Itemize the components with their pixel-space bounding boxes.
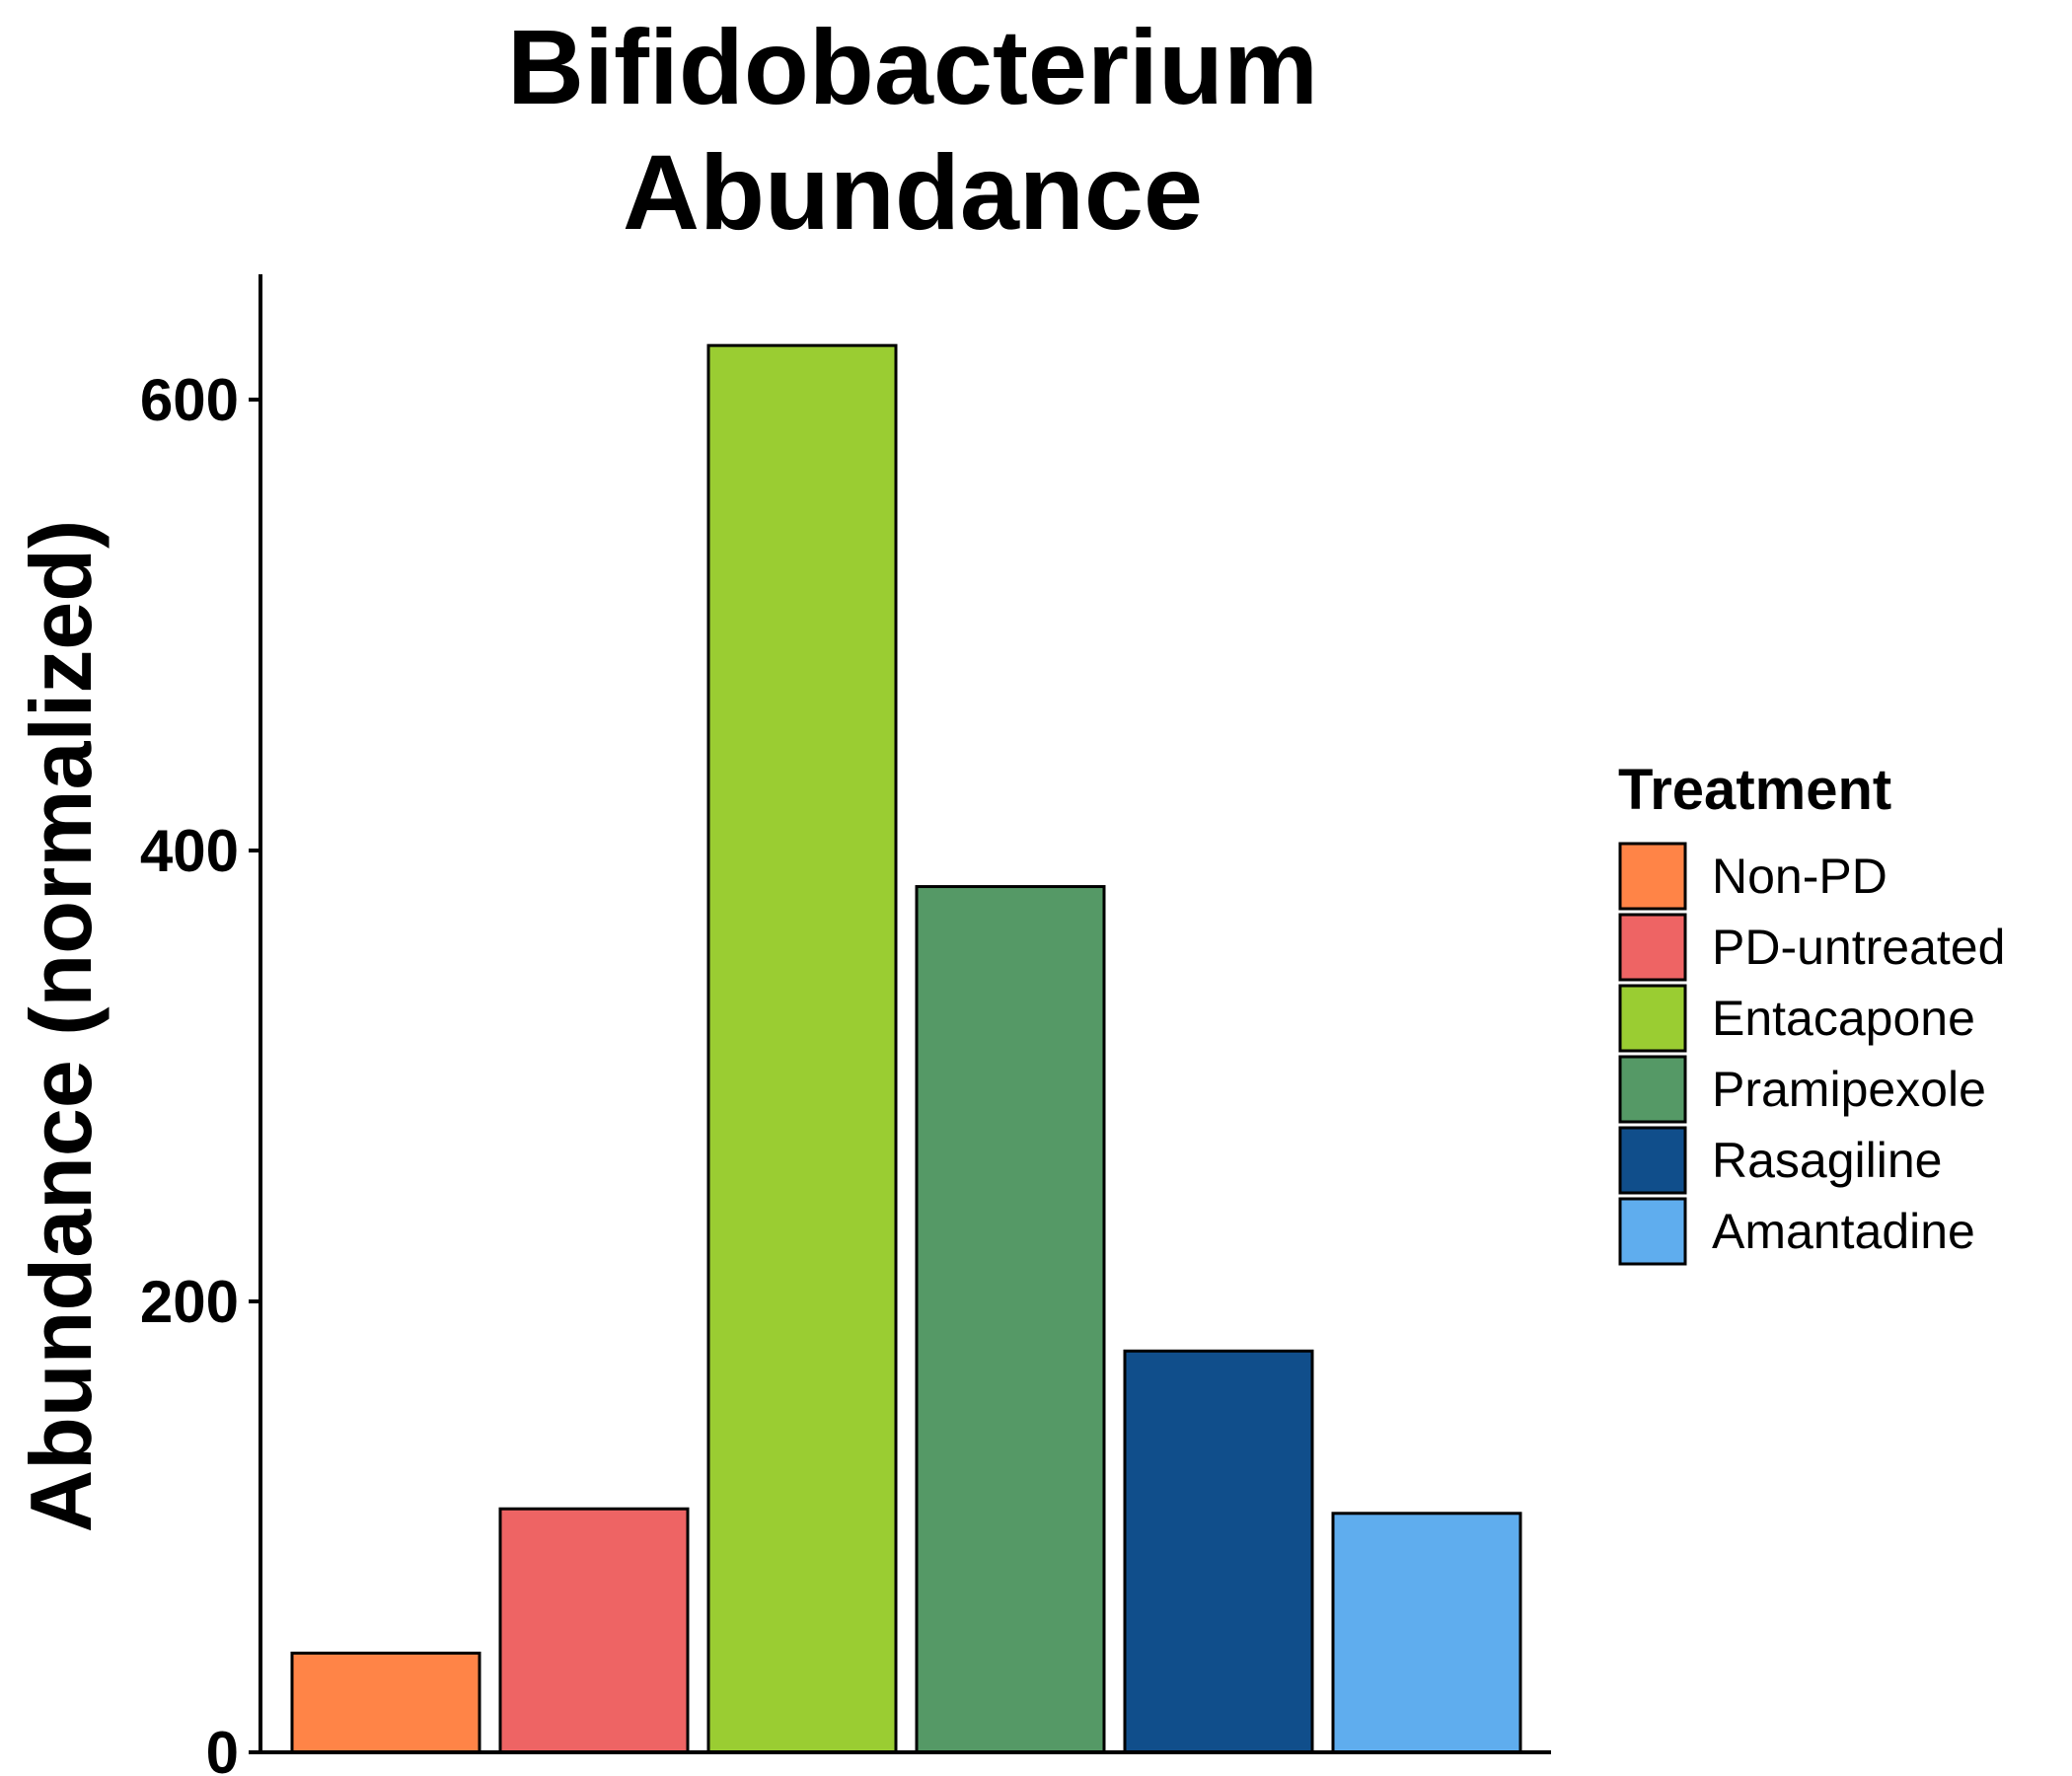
legend-label: Amantadine (1712, 1204, 1975, 1259)
legend-title: Treatment (1618, 758, 1891, 822)
y-tick-label: 400 (140, 818, 239, 884)
bar-pd-untreated (498, 1507, 690, 1754)
legend-swatch (1618, 1055, 1687, 1124)
y-tick-label: 0 (206, 1720, 239, 1776)
bar-pramipexole (915, 885, 1106, 1754)
bar-non-pd (290, 1651, 481, 1754)
legend-label: Pramipexole (1712, 1062, 1986, 1117)
legend-label: Non-PD (1712, 849, 1887, 904)
legend-swatch (1618, 984, 1687, 1053)
legend-label: Rasagiline (1712, 1133, 1942, 1188)
y-axis-ticks: 0 200 400 600 (140, 367, 260, 1776)
legend-swatch (1618, 1197, 1687, 1266)
y-tick-label: 200 (140, 1269, 239, 1335)
chart-title-line-1: Bifidobacterium (507, 7, 1318, 126)
chart-title-line-2: Abundance (623, 132, 1203, 252)
legend-swatch (1618, 913, 1687, 982)
legend-label: Entacapone (1712, 991, 1975, 1046)
legend-label: PD-untreated (1712, 920, 2005, 975)
legend-swatch (1618, 842, 1687, 911)
legend: Treatment Non-PD PD-untreated Entacapone Pr… (1618, 758, 2005, 1266)
y-tick-label: 600 (140, 367, 239, 433)
bar-entacapone (706, 343, 898, 1754)
bar-rasagiline (1123, 1349, 1314, 1754)
bar-amantadine (1331, 1512, 1522, 1754)
y-axis-label: Abundance (normalized) (12, 520, 110, 1533)
legend-swatch (1618, 1126, 1687, 1195)
legend-items: Non-PD PD-untreated Entacapone Pramipexole R… (1618, 842, 2005, 1266)
bars (290, 343, 1522, 1754)
